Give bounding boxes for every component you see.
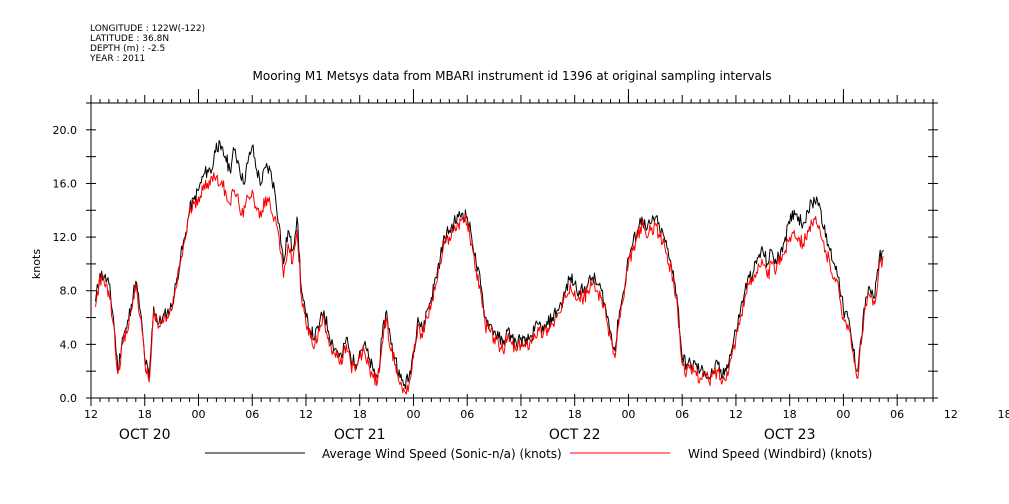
legend-label-average: Average Wind Speed (Sonic-n/a) (knots) [322,447,562,461]
x-tick-label: 18 [783,408,797,421]
y-axis-label: knots [30,249,43,279]
y-tick-label: 16.0 [53,177,78,190]
series-windbird-wind-speed-line [95,172,884,395]
x-tick-label: 00 [836,408,850,421]
x-day-label: OCT 21 [334,427,386,443]
x-tick-label: 12 [729,408,743,421]
x-day-label: OCT 20 [119,427,171,443]
chart-title: Mooring M1 Metsys data from MBARI instru… [253,69,772,83]
y-tick-label: 20.0 [53,124,78,137]
x-tick-label: 00 [406,408,420,421]
legend-label-windbird: Wind Speed (Windbird) (knots) [688,447,872,461]
y-axis-ticks: 0.0 4.0 8.0 12.0 16.0 20.0 [53,102,938,405]
x-tick-label: 06 [675,408,689,421]
x-tick-label: 00 [621,408,635,421]
year-label: YEAR : 2011 [89,54,145,64]
y-tick-label: 8.0 [60,285,78,298]
y-tick-label: 4.0 [60,338,78,351]
depth-label: DEPTH (m) : -2.5 [90,44,165,54]
x-tick-label: 12 [84,408,98,421]
x-tick-label: 12 [299,408,313,421]
series-layer [95,139,884,395]
y-tick-label: 12.0 [53,231,78,244]
x-tick-label: 18 [138,408,152,421]
x-day-label: OCT 23 [764,427,816,443]
series-average-wind-speed-line [95,139,884,390]
latitude-label: LATITUDE : 36.8N [90,34,169,44]
x-tick-label: 06 [890,408,904,421]
x-tick-label: 18 [998,408,1009,421]
x-axis-ticks: 12 18 00 06 12 18 00 06 12 18 00 06 12 18 00 06 12 18 OCT … [84,89,1009,443]
longitude-label: LONGITUDE : 122W(-122) [90,24,205,34]
x-tick-label: 06 [460,408,474,421]
x-tick-label: 06 [245,408,259,421]
x-tick-label: 12 [944,408,958,421]
x-tick-label: 18 [568,408,582,421]
x-day-label: OCT 22 [549,427,601,443]
y-tick-label: 0.0 [60,392,78,405]
x-tick-label: 12 [514,408,528,421]
x-tick-label: 18 [353,408,367,421]
x-tick-label: 00 [191,408,205,421]
